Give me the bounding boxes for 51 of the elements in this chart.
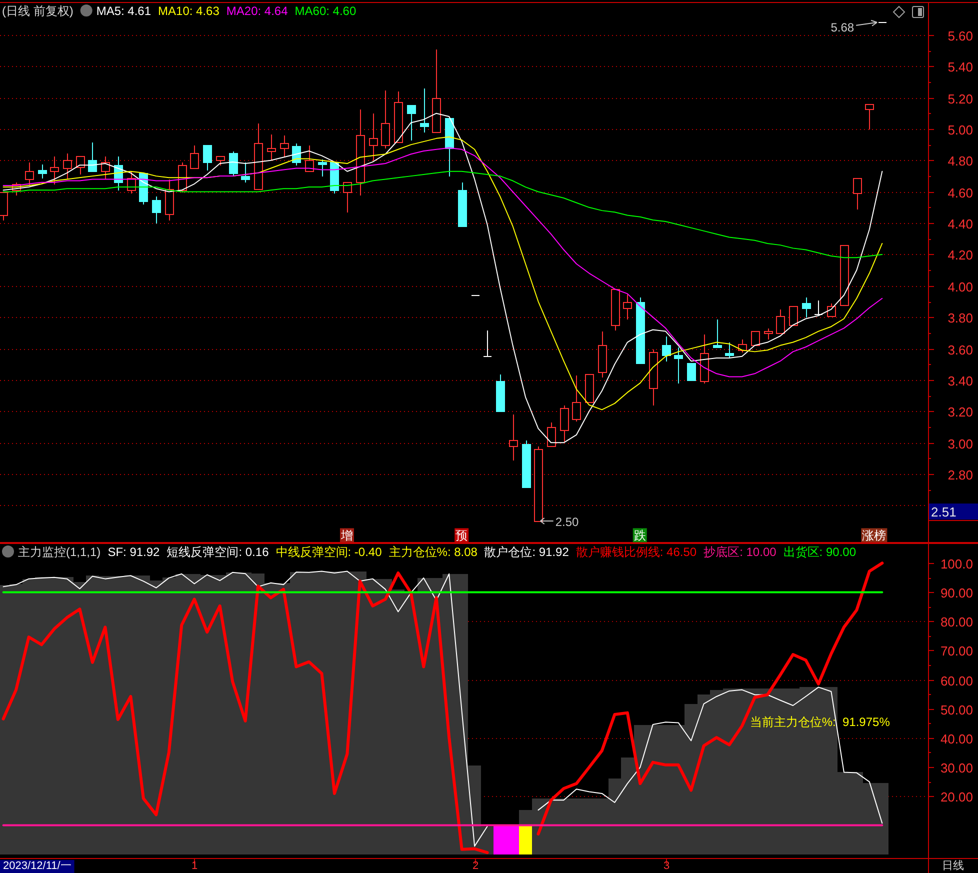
y-tick-label: 60.00 — [940, 674, 973, 688]
y-tick-label: 5.20 — [948, 92, 973, 106]
annotation: 跌 — [634, 528, 646, 543]
y-tick-label: 4.60 — [948, 186, 973, 200]
y-tick-label: 50.00 — [940, 702, 973, 718]
y-tick-label: 3.80 — [948, 310, 973, 326]
text: 出货区: 90.00 — [783, 545, 856, 559]
y-tick-label: 4.20 — [948, 248, 973, 262]
y-tick-label: 40.00 — [940, 732, 973, 746]
y-tick-label: 5.60 — [948, 28, 973, 44]
annotation: 当前主力仓位%: 91.975% — [750, 714, 890, 729]
y-tick-label: 80.00 — [940, 614, 973, 630]
text: 2023/12/11/一 — [3, 860, 72, 872]
y-tick-label: 4.00 — [948, 280, 973, 294]
annotation: 主力仓位%: 8.08 — [388, 545, 478, 559]
x-tick-label: 1 — [191, 860, 198, 872]
y-tick-label: 30.00 — [940, 760, 973, 776]
y-tick-label: 3.00 — [948, 436, 973, 452]
x-tick-label: 3 — [663, 860, 670, 872]
annotation: 增 — [340, 528, 353, 543]
y-tick-label: 2.80 — [948, 468, 973, 482]
y-tick-label: 70.00 — [940, 644, 973, 658]
annotation: 涨榜 — [862, 528, 886, 543]
x-tick-label: 2 — [472, 860, 479, 872]
y-tick-label: 3.60 — [948, 342, 973, 358]
text: MA5: 4.61 — [96, 4, 152, 18]
chart-title: 主力监控(1,1,1) — [18, 545, 101, 559]
annotation: 5.68 — [830, 20, 854, 34]
text: MA10: 4.63 — [158, 4, 220, 18]
y-tick-label: 3.40 — [948, 374, 973, 388]
text: 日线 — [942, 859, 964, 872]
text: 散户仓位: 91.92 — [484, 545, 570, 559]
text: MA60: 4.60 — [294, 4, 356, 18]
y-tick-label: 20.00 — [940, 790, 973, 804]
chart-title: (日线 前复权) — [2, 4, 74, 18]
text: 2.51 — [931, 504, 956, 520]
annotation: 短线反弹空间: 0.16 — [166, 545, 270, 559]
y-tick-label: 3.20 — [948, 404, 973, 420]
y-tick-label: 100.0 — [940, 556, 973, 572]
annotation: SF: 91.92 — [108, 545, 160, 559]
y-tick-label: 90.00 — [940, 586, 973, 600]
text: MA20: 4.64 — [226, 4, 288, 18]
y-tick-label: 5.40 — [948, 60, 973, 74]
y-tick-label: 5.00 — [948, 122, 973, 138]
annotation: 中线反弹空间: -0.40 — [276, 545, 382, 559]
y-tick-label: 4.80 — [948, 154, 973, 168]
text: 抄底区: 10.00 — [704, 545, 777, 559]
annotation: 预 — [456, 528, 468, 543]
text: 散户赚钱比例线: 46.50 — [576, 545, 697, 559]
annotation: 2.50 — [555, 514, 580, 529]
y-tick-label: 4.40 — [948, 216, 973, 232]
